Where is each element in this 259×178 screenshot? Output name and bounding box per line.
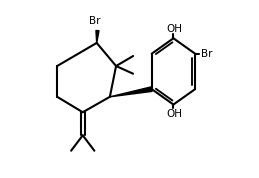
Text: OH: OH bbox=[166, 109, 182, 119]
Text: OH: OH bbox=[166, 24, 182, 34]
Text: Br: Br bbox=[89, 16, 101, 26]
Text: Br: Br bbox=[200, 49, 212, 59]
Polygon shape bbox=[96, 30, 99, 43]
Polygon shape bbox=[110, 87, 152, 97]
